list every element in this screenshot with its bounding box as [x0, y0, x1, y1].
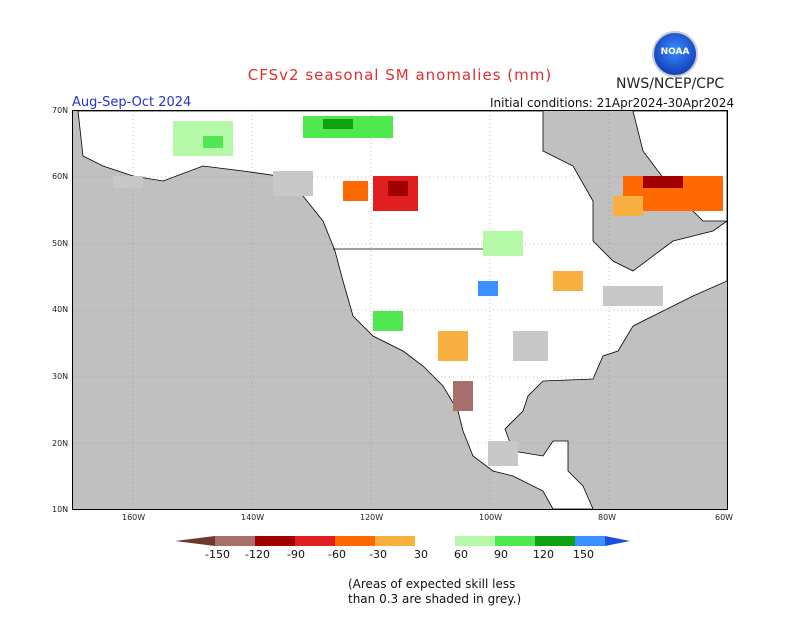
colorbar [175, 536, 630, 546]
lon-label: 140W [241, 513, 265, 522]
colorbar-segment [575, 536, 605, 546]
lat-label: 60N [52, 172, 69, 181]
colorbar-left-arrow [175, 536, 215, 546]
lon-label: 100W [479, 513, 503, 522]
logo-text: NOAA [660, 47, 690, 57]
lat-label: 50N [52, 239, 69, 248]
north-america-land [77, 110, 728, 510]
graticule [73, 111, 727, 509]
lat-label: 30N [52, 372, 69, 381]
skill-note-line2: than 0.3 are shaded in grey.) [348, 592, 522, 606]
colorbar-segment [335, 536, 375, 546]
colorbar-label: 120 [533, 548, 554, 561]
lon-label: 60W [715, 513, 734, 522]
lon-label: 160W [122, 513, 146, 522]
lat-label: 10N [52, 505, 69, 514]
colorbar-label: 60 [454, 548, 468, 561]
colorbar-segment [295, 536, 335, 546]
colorbar-segment [375, 536, 415, 546]
lat-label: 20N [52, 439, 69, 448]
agency-label: NWS/NCEP/CPC [616, 76, 725, 92]
colorbar-segment [415, 536, 455, 546]
forecast-period: Aug-Sep-Oct 2024 [72, 95, 192, 110]
lon-label: 120W [360, 513, 384, 522]
colorbar-label: 150 [573, 548, 594, 561]
noaa-logo: NOAA [652, 31, 698, 77]
anomaly-patches [113, 116, 723, 466]
colorbar-segment [495, 536, 535, 546]
chart-title: CFSv2 seasonal SM anomalies (mm) [247, 66, 553, 84]
colorbar-label: -90 [287, 548, 305, 561]
lat-label: 70N [52, 106, 69, 115]
colorbar-segment [455, 536, 495, 546]
colorbar-right-arrow [605, 536, 630, 546]
colorbar-segment [215, 536, 255, 546]
colorbar-label: 90 [494, 548, 508, 561]
initial-conditions: Initial conditions: 21Apr2024-30Apr2024 [490, 96, 735, 110]
skill-note-line1: (Areas of expected skill less [348, 577, 516, 591]
map-svg [73, 110, 728, 510]
colorbar-label: -30 [369, 548, 387, 561]
colorbar-label: -60 [328, 548, 346, 561]
anomaly-map [72, 110, 728, 510]
colorbar-label: 30 [414, 548, 428, 561]
colorbar-label: -120 [245, 548, 270, 561]
colorbar-segment [255, 536, 295, 546]
lon-label: 80W [598, 513, 617, 522]
skill-note: (Areas of expected skill less than 0.3 a… [348, 577, 521, 607]
colorbar-label: -150 [205, 548, 230, 561]
colorbar-segment [535, 536, 575, 546]
lat-label: 40N [52, 305, 69, 314]
